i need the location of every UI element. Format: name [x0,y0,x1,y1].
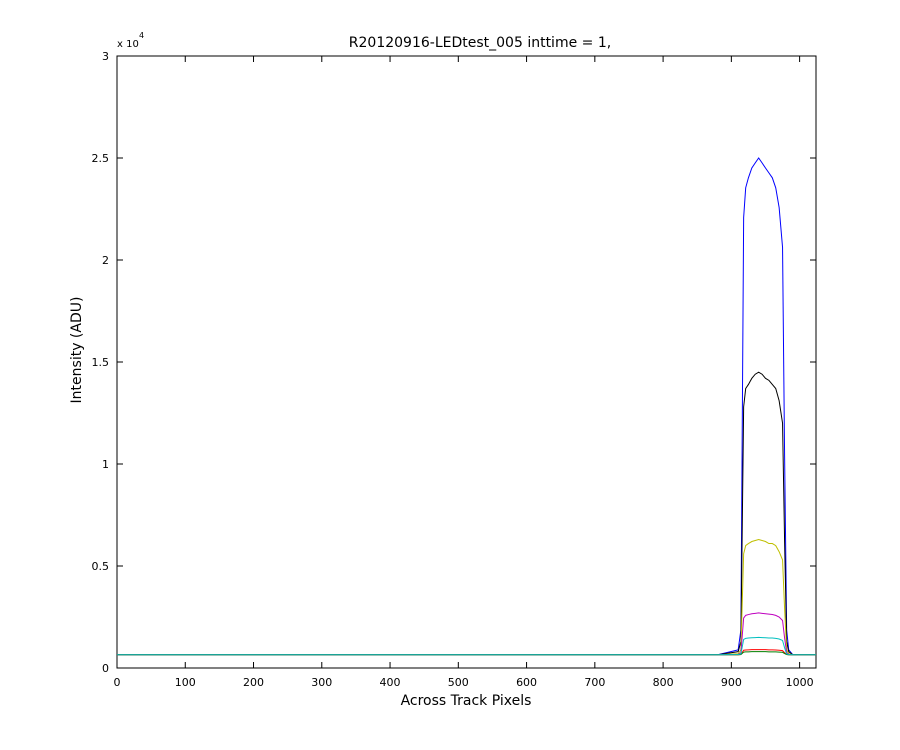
x-tick-label: 400 [380,676,401,689]
axes-box [116,55,817,669]
y-tick-label: 0 [102,662,109,675]
x-tick-label: 800 [653,676,674,689]
y-tick-label: 2 [102,254,109,267]
y-tick-label: 1 [102,458,109,471]
x-tick-label: 900 [721,676,742,689]
series-line [117,636,816,656]
y-multiplier-exponent: 4 [139,31,144,40]
y-multiplier: x 10 [117,39,139,50]
x-tick-label: 600 [516,676,537,689]
y-tick-label: 0.5 [92,560,110,573]
y-tick-label: 2.5 [92,152,110,165]
x-axis-label: Across Track Pixels [401,693,532,709]
y-axis-label: Intensity (ADU) [69,297,85,404]
y-tick-label: 1.5 [92,356,110,369]
y-tick-label: 3 [102,50,109,63]
x-tick-label: 0 [114,676,121,689]
x-tick-label: 100 [175,676,196,689]
x-tick-label: 1000 [786,676,814,689]
chart-title: R20120916-LEDtest_005 inttime = 1, [349,35,611,51]
x-tick-label: 200 [243,676,264,689]
x-tick-label: 700 [584,676,605,689]
x-tick-label: 300 [311,676,332,689]
x-tick-label: 500 [448,676,469,689]
